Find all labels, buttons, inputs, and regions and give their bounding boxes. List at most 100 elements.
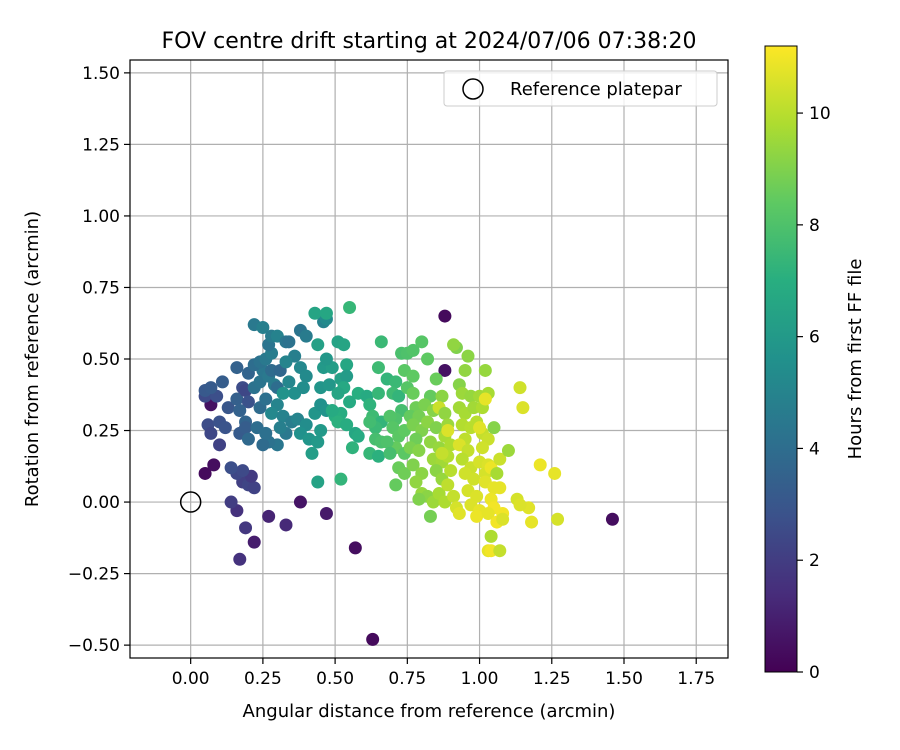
data-point xyxy=(282,335,296,349)
legend-entry: Reference platepar xyxy=(510,79,682,100)
data-point xyxy=(493,544,507,558)
data-point xyxy=(311,435,325,449)
x-tick-label: 1.50 xyxy=(605,669,643,689)
data-point xyxy=(429,421,443,435)
data-point xyxy=(363,398,377,412)
data-point xyxy=(241,432,255,446)
data-point xyxy=(279,355,293,369)
data-point xyxy=(221,401,235,415)
colorbar-tick-label: 2 xyxy=(809,551,820,571)
colorbar-tick-label: 4 xyxy=(809,439,820,459)
data-point xyxy=(311,338,325,352)
x-tick-label: 0.50 xyxy=(316,669,354,689)
x-tick-label: 1.25 xyxy=(533,669,571,689)
data-point xyxy=(493,481,507,495)
data-point xyxy=(241,395,255,409)
data-point xyxy=(276,386,290,400)
data-point xyxy=(319,352,333,366)
data-point xyxy=(447,338,461,352)
data-points xyxy=(198,300,619,646)
y-tick-label: 1.50 xyxy=(82,64,120,84)
data-point xyxy=(423,509,437,523)
data-point xyxy=(447,489,461,503)
data-point xyxy=(314,424,328,438)
data-point xyxy=(319,507,333,521)
data-point xyxy=(412,492,426,506)
data-point xyxy=(513,498,527,512)
data-point xyxy=(319,306,333,320)
data-point xyxy=(392,389,406,403)
data-point xyxy=(409,475,423,489)
x-tick-label: 0.00 xyxy=(172,669,210,689)
x-axis-label: Angular distance from reference (arcmin) xyxy=(243,701,616,722)
data-point xyxy=(452,507,466,521)
data-point xyxy=(224,461,238,475)
y-tick-label: 1.00 xyxy=(82,207,120,227)
data-point xyxy=(265,406,279,420)
data-point xyxy=(533,458,547,472)
colorbar-label: Hours from first FF file xyxy=(845,259,866,460)
data-point xyxy=(406,343,420,357)
data-point xyxy=(282,375,296,389)
data-point xyxy=(256,321,270,335)
data-point xyxy=(478,392,492,406)
data-point xyxy=(331,386,345,400)
data-point xyxy=(345,441,359,455)
data-point xyxy=(273,421,287,435)
data-point xyxy=(224,495,238,509)
y-tick-label: 0.50 xyxy=(82,350,120,370)
data-point xyxy=(444,464,458,478)
data-point xyxy=(311,475,325,489)
data-point xyxy=(461,349,475,363)
colorbar-gradient xyxy=(764,45,798,673)
data-point xyxy=(467,472,481,486)
data-point xyxy=(239,421,253,435)
data-point xyxy=(397,466,411,480)
colorbar-tick-label: 0 xyxy=(809,663,820,683)
data-point xyxy=(389,478,403,492)
x-tick-label: 0.75 xyxy=(388,669,426,689)
y-axis: −0.50 −0.25 0.00 0.25 0.50 0.75 1.00 1.25 1.50 xyxy=(68,64,130,656)
colorbar-tick-label: 10 xyxy=(809,104,831,124)
data-point xyxy=(256,438,270,452)
data-point xyxy=(496,512,510,526)
data-point xyxy=(605,512,619,526)
data-point xyxy=(213,438,227,452)
data-point xyxy=(435,446,449,460)
data-point xyxy=(458,363,472,377)
data-point xyxy=(484,529,498,543)
data-point xyxy=(343,300,357,314)
data-point xyxy=(438,363,452,377)
data-point xyxy=(371,449,385,463)
data-point xyxy=(305,446,319,460)
data-point xyxy=(501,444,515,458)
data-point xyxy=(441,424,455,438)
x-tick-label: 1.00 xyxy=(461,669,499,689)
data-point xyxy=(371,386,385,400)
data-point xyxy=(259,392,273,406)
data-point xyxy=(478,363,492,377)
y-tick-label: −0.25 xyxy=(68,565,120,585)
legend-marker-icon xyxy=(462,78,484,100)
data-point xyxy=(351,429,365,443)
data-point xyxy=(218,421,232,435)
data-point xyxy=(340,418,354,432)
y-axis-label: Rotation from reference (arcmin) xyxy=(22,211,43,507)
data-point xyxy=(513,381,527,395)
colorbar: 0 2 4 6 8 10 Hours from first FF file xyxy=(764,45,866,683)
reference-platepar-marker xyxy=(179,491,202,513)
data-point xyxy=(308,306,322,320)
x-axis: 0.00 0.25 0.50 0.75 1.00 1.25 1.50 1.75 xyxy=(172,658,715,689)
data-point xyxy=(299,329,313,343)
data-point xyxy=(435,389,449,403)
data-point xyxy=(230,361,244,375)
data-point xyxy=(363,415,377,429)
data-point xyxy=(340,369,354,383)
y-tick-label: 0.75 xyxy=(82,278,120,298)
data-point xyxy=(215,375,229,389)
data-point xyxy=(293,495,307,509)
data-point xyxy=(438,309,452,323)
data-point xyxy=(406,369,420,383)
x-tick-label: 0.25 xyxy=(244,669,282,689)
